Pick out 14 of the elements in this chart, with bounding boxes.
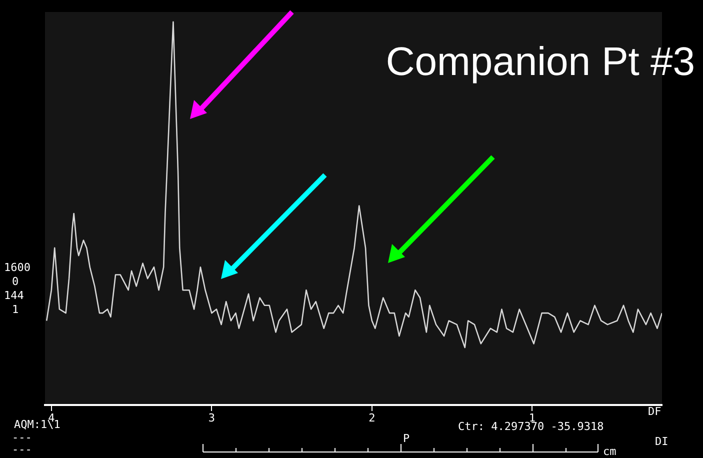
text: 144 [4, 289, 24, 302]
x-tick-label: 3 [208, 411, 215, 424]
text: 1 [12, 303, 19, 316]
annotation: DF [648, 405, 662, 418]
x-tick-label: 2 [368, 411, 376, 424]
text: 0 [12, 275, 19, 288]
text: --- [12, 431, 32, 444]
text: P [403, 432, 410, 445]
text: Companion Pt #3 [386, 40, 695, 85]
text: 1600 [4, 261, 30, 274]
text: --- [12, 443, 32, 456]
text: Ctr: 4.297370 -35.9318 [458, 420, 604, 433]
text: cm [603, 445, 616, 458]
text: DI [655, 435, 668, 448]
